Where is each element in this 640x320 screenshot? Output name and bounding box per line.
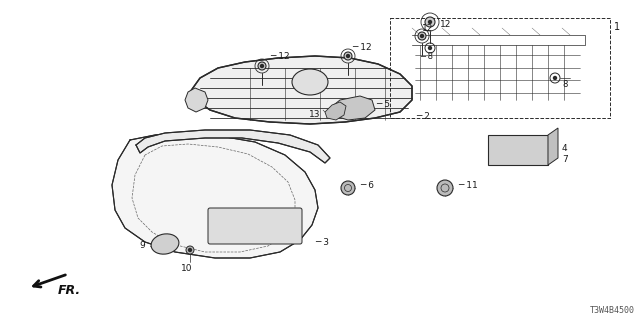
- Circle shape: [420, 35, 424, 37]
- Text: ─ 3: ─ 3: [315, 238, 329, 247]
- Text: ─ 12: ─ 12: [270, 52, 290, 61]
- Polygon shape: [325, 102, 346, 120]
- Text: 7: 7: [562, 155, 568, 164]
- Circle shape: [437, 180, 453, 196]
- Text: ─ 2: ─ 2: [416, 112, 430, 121]
- Ellipse shape: [151, 234, 179, 254]
- Circle shape: [554, 76, 557, 79]
- Text: FR.: FR.: [58, 284, 81, 297]
- Polygon shape: [136, 130, 330, 163]
- Text: 1: 1: [614, 22, 620, 32]
- Circle shape: [344, 52, 352, 60]
- Text: 4: 4: [562, 144, 568, 153]
- Circle shape: [186, 246, 194, 254]
- Text: 12: 12: [422, 24, 433, 33]
- Text: ─ 8: ─ 8: [420, 52, 433, 61]
- Ellipse shape: [292, 69, 328, 95]
- FancyBboxPatch shape: [208, 208, 302, 244]
- Text: 12: 12: [440, 20, 451, 29]
- Text: ─ 5: ─ 5: [376, 100, 390, 109]
- Polygon shape: [190, 56, 412, 124]
- Text: 8: 8: [562, 80, 568, 89]
- Circle shape: [418, 32, 426, 40]
- Text: 9: 9: [140, 242, 145, 251]
- Polygon shape: [488, 135, 548, 165]
- Circle shape: [425, 17, 435, 27]
- Text: ─ 6: ─ 6: [360, 181, 374, 190]
- Text: T3W4B4500: T3W4B4500: [590, 306, 635, 315]
- Circle shape: [189, 249, 191, 252]
- Polygon shape: [112, 134, 318, 258]
- Circle shape: [429, 20, 431, 23]
- Polygon shape: [548, 128, 558, 165]
- Polygon shape: [185, 88, 208, 112]
- Circle shape: [341, 181, 355, 195]
- Circle shape: [258, 62, 266, 70]
- Text: 10: 10: [181, 264, 193, 273]
- Circle shape: [260, 65, 264, 68]
- Text: ─ 11: ─ 11: [458, 181, 477, 190]
- Circle shape: [429, 46, 431, 50]
- Circle shape: [346, 54, 349, 58]
- Polygon shape: [330, 96, 375, 120]
- Text: ─ 12: ─ 12: [352, 43, 372, 52]
- Text: 13: 13: [308, 110, 320, 119]
